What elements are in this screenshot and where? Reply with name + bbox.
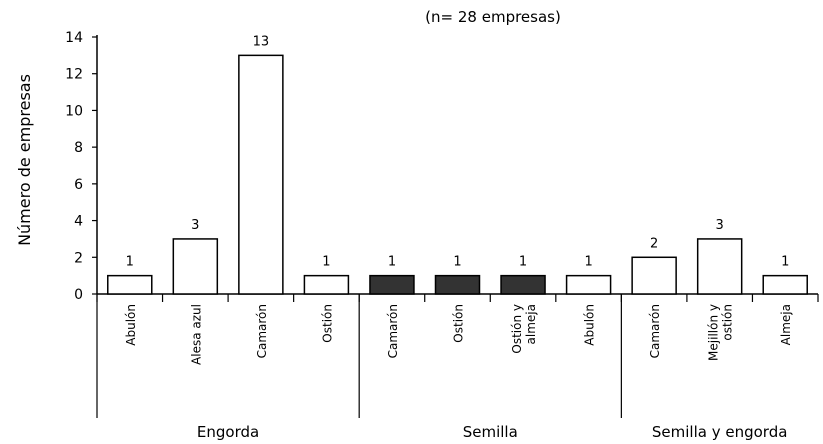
category-label-line: Ostión [320,304,334,343]
category-label-line: Camarón [255,304,269,358]
value-label: 3 [191,218,199,233]
category-label: Camarón [255,304,269,358]
value-label: 1 [584,255,592,270]
bar [631,256,677,295]
category-label-line: Camarón [386,304,400,358]
category-label-line: Abulón [124,304,138,346]
value-label: 1 [781,255,789,270]
category-label: Ostión y almeja [510,304,538,354]
category-label-line: Camarón [648,304,662,358]
y-axis-label: Número de empresas [15,74,34,246]
group-label: Semilla [463,423,518,441]
bar [369,274,415,295]
y-tick-label: 12 [65,67,83,83]
value-label: 3 [716,218,724,233]
bar [565,274,612,295]
value-label: 1 [453,255,461,270]
y-tick-label: 2 [74,250,83,266]
group-labels: Engorda Semilla Semilla y engorda [96,294,788,441]
category-label-line: Ostión [452,304,466,343]
category-label-line: Abulón [583,304,597,346]
bar [172,238,219,295]
category-label-line: Ostión y [510,304,524,354]
group-label: Semilla y engorda [652,423,788,441]
value-label: 1 [322,255,330,270]
bars [107,54,808,295]
value-label: 2 [650,236,658,251]
y-tick-label: 6 [74,177,83,193]
bar [107,274,153,295]
bar [303,274,350,295]
group-label: Engorda [197,423,259,441]
category-labels: Abulón Alesa azul Camarón Ostión Camarón Osti… [124,304,793,365]
bar [762,274,808,295]
category-label: Alesa azul [189,304,203,365]
bar [500,274,546,295]
category-label: Abulón [583,304,597,346]
category-label: Mejillón y ostión [707,304,735,361]
bar [238,54,284,295]
y-tick-label: 8 [74,140,83,156]
category-label: Ostión [452,304,466,343]
y-tick-label: 10 [65,103,83,119]
y-axis-ticks: 0 2 4 6 8 10 12 14 [65,30,97,303]
category-label-line: Mejillón y [707,304,721,361]
value-label: 1 [388,255,396,270]
category-label: Almeja [779,304,793,345]
category-label: Ostión [320,304,334,343]
category-label: Camarón [648,304,662,358]
chart-title: (n= 28 empresas) [425,8,561,26]
y-tick-label: 0 [74,287,83,303]
category-label-line: Almeja [779,304,793,345]
category-label-line: almeja [524,304,538,344]
category-label: Abulón [124,304,138,346]
value-label: 13 [253,34,270,49]
value-label: 1 [519,255,527,270]
bar [696,238,743,295]
y-tick-label: 4 [74,214,83,230]
category-label-line: ostión [721,304,735,341]
value-label: 1 [126,255,134,270]
category-label: Camarón [386,304,400,358]
bar [434,274,481,295]
y-tick-label: 14 [65,30,83,46]
category-label-line: Alesa azul [189,304,203,365]
